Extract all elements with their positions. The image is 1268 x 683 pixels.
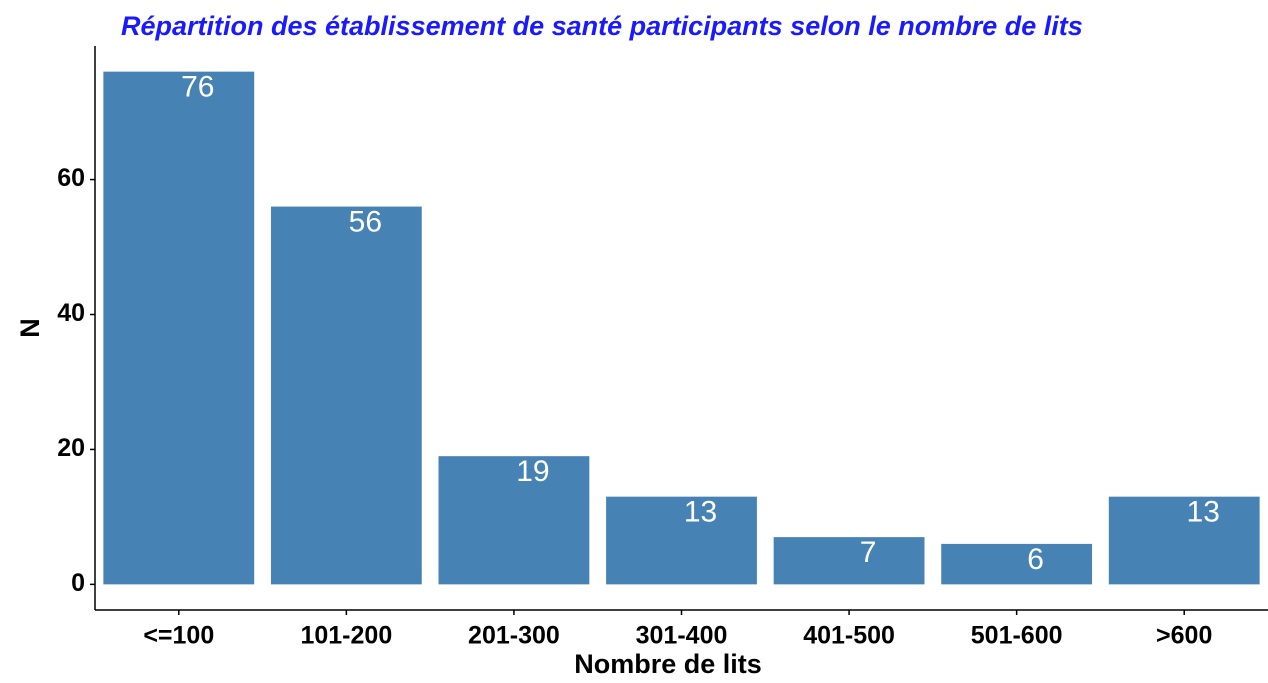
- value-label: 13: [1187, 496, 1220, 529]
- y-axis-title: N: [15, 318, 45, 338]
- x-tick-label: 101-200: [300, 622, 392, 650]
- bar: [941, 543, 1093, 585]
- x-tick-label: <=100: [143, 622, 214, 650]
- value-label: 19: [516, 455, 549, 488]
- x-tick-label: >600: [1156, 622, 1212, 650]
- bar: [773, 537, 925, 585]
- bar: [606, 496, 757, 585]
- y-tick-label: 20: [57, 434, 85, 462]
- bar: [438, 456, 590, 585]
- x-axis-title: Nombre de lits: [574, 649, 762, 679]
- bar: [270, 206, 422, 585]
- chart-title: Répartition des établissement de santé p…: [121, 11, 1083, 41]
- x-tick-label: 401-500: [803, 622, 895, 650]
- bar: [103, 71, 255, 585]
- value-label: 13: [684, 496, 717, 529]
- x-tick-label: 501-600: [971, 622, 1063, 650]
- y-tick-label: 60: [57, 164, 85, 192]
- value-label: 6: [1027, 543, 1044, 576]
- value-label: 7: [860, 536, 877, 569]
- x-tick-label: 301-400: [636, 622, 728, 650]
- y-tick-label: 40: [57, 299, 85, 327]
- y-tick-label: 0: [71, 569, 85, 597]
- bar: [1108, 496, 1260, 585]
- x-tick-label: 201-300: [468, 622, 560, 650]
- value-label: 76: [181, 71, 214, 104]
- value-label: 56: [349, 205, 382, 238]
